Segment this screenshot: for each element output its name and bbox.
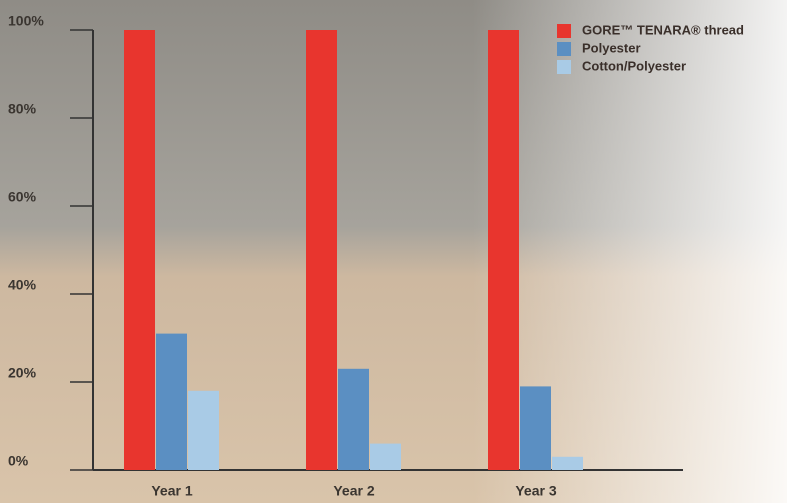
legend-text: GORE™ TENARA® thread [582, 22, 744, 37]
bar [552, 457, 583, 470]
legend-text: Polyester [582, 40, 641, 55]
chart: 0% 20% 40% 60% 80% 100% Year 1 Year 2 Year 3 GORE… [0, 0, 787, 503]
background-fade [0, 0, 787, 503]
y-tick-label: 60% [8, 189, 37, 205]
legend-text: Cotton/Polyester [582, 58, 686, 73]
bar [370, 444, 401, 470]
page: {"chart_data": {"type": "bar", "categori… [0, 0, 787, 503]
y-tick-label: 0% [8, 453, 29, 469]
bar [124, 30, 155, 470]
y-tick-label: 40% [8, 277, 37, 293]
bar [156, 334, 187, 470]
x-tick-label: Year 2 [333, 483, 374, 499]
legend-swatch [557, 42, 571, 56]
y-tick-label: 20% [8, 365, 37, 381]
bar [488, 30, 519, 470]
legend-swatch [557, 24, 571, 38]
bar [188, 391, 219, 470]
legend-swatch [557, 60, 571, 74]
x-tick-label: Year 3 [515, 483, 556, 499]
bar [520, 386, 551, 470]
x-tick-label: Year 1 [151, 483, 192, 499]
y-tick-label: 100% [8, 13, 44, 29]
bar [338, 369, 369, 470]
y-tick-label: 80% [8, 101, 37, 117]
bar [306, 30, 337, 470]
